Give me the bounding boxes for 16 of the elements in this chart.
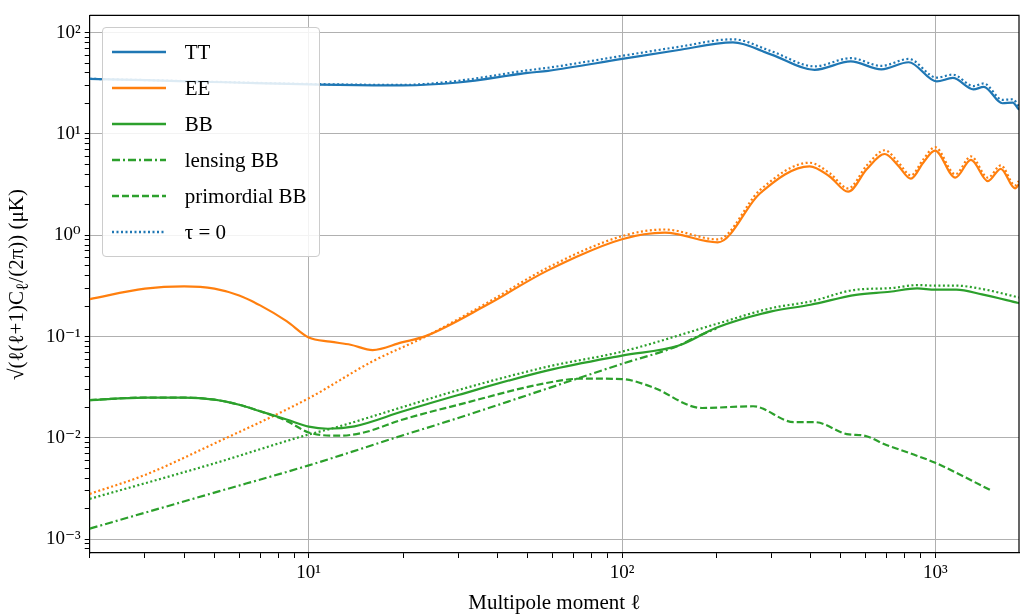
x-tick-label: 10² bbox=[609, 561, 635, 583]
y-tick-label: 10¹ bbox=[56, 121, 82, 143]
x-axis-title: Multipole moment ℓ bbox=[468, 589, 641, 614]
y-tick-label: 10⁻³ bbox=[45, 527, 82, 549]
y-tick-label: 10⁻¹ bbox=[45, 324, 82, 346]
legend-label: TT bbox=[184, 39, 211, 65]
x-tick-label: 10³ bbox=[922, 561, 948, 583]
y-tick-label: 10⁻² bbox=[45, 425, 82, 447]
y-tick-label: 10² bbox=[56, 20, 82, 42]
legend-label: BB bbox=[184, 111, 213, 137]
legend-label: EE bbox=[184, 75, 211, 101]
x-tick-label: 10¹ bbox=[296, 561, 322, 583]
legend-label: primordial BB bbox=[184, 183, 307, 209]
legend-label: τ = 0 bbox=[184, 219, 227, 245]
legend-label: lensing BB bbox=[184, 147, 279, 173]
y-tick-label: 10⁰ bbox=[54, 223, 82, 245]
